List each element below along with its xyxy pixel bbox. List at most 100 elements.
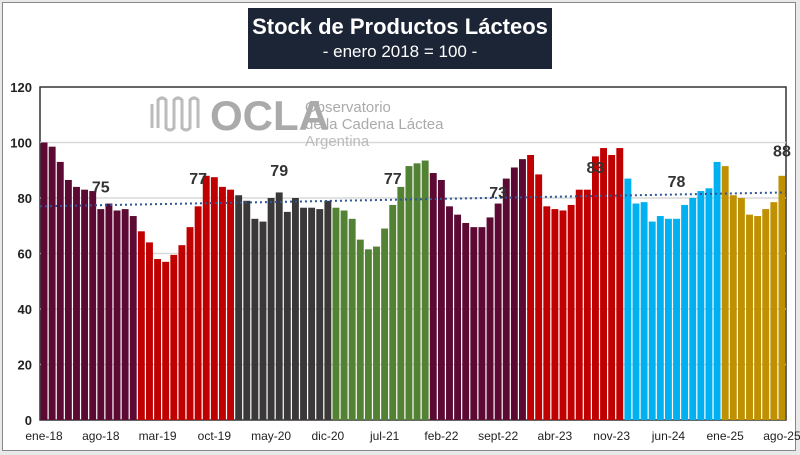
bar-2023-11 <box>608 154 616 421</box>
bar-2021-4 <box>356 239 364 420</box>
data-label: 79 <box>270 163 288 180</box>
watermark-line1: Observatorio <box>305 99 391 116</box>
y-tick-label: 20 <box>18 358 32 373</box>
bar-2024-11 <box>705 188 713 420</box>
x-tick-label: ene-25 <box>706 429 744 443</box>
bar-2021-1 <box>332 207 340 420</box>
watermark-ocla: OCLA <box>210 92 329 139</box>
x-tick-label: jun-24 <box>651 429 686 443</box>
y-tick-label: 100 <box>10 136 32 151</box>
data-label: 78 <box>668 174 686 191</box>
bar-2025-4 <box>746 214 753 420</box>
bar-2019-7 <box>186 227 194 420</box>
bar-2018-5 <box>73 186 80 420</box>
bar-2025-7 <box>770 202 778 420</box>
bar-2021-8 <box>389 204 397 420</box>
bar-2024-8 <box>681 204 689 420</box>
bar-2022-5 <box>462 222 470 420</box>
bar-2019-10 <box>210 177 218 420</box>
data-label: 77 <box>189 171 207 188</box>
bar-2024-2 <box>632 203 640 420</box>
bar-2023-10 <box>600 148 608 421</box>
bar-2021-6 <box>373 246 380 420</box>
bar-2018-2 <box>48 146 56 420</box>
bar-2020-6 <box>275 192 283 420</box>
bar-2019-8 <box>194 206 202 420</box>
bar-2023-7 <box>575 189 583 420</box>
bar-2024-1 <box>624 178 632 420</box>
bar-2023-4 <box>551 209 559 420</box>
bar-2021-10 <box>405 166 413 420</box>
bar-2020-2 <box>243 200 251 420</box>
x-tick-label: mar-19 <box>139 429 177 443</box>
x-tick-label: may-20 <box>251 429 291 443</box>
bar-2018-11 <box>121 209 129 420</box>
bar-2025-8 <box>778 175 786 420</box>
bar-2020-9 <box>300 207 307 420</box>
x-tick-label: nov-23 <box>593 429 630 443</box>
bar-2025-2 <box>729 195 737 420</box>
x-tick-label: ene-18 <box>25 429 63 443</box>
bar-2018-12 <box>129 216 137 420</box>
bar-2023-2 <box>535 174 543 420</box>
bar-2025-3 <box>737 198 745 420</box>
bar-2022-9 <box>494 203 502 420</box>
bar-2018-7 <box>89 191 97 420</box>
y-tick-label: 80 <box>18 191 32 206</box>
x-tick-label: feb-22 <box>424 429 458 443</box>
bar-2018-9 <box>105 203 113 420</box>
bar-2018-8 <box>97 209 105 420</box>
bar-2018-10 <box>113 210 121 420</box>
x-tick-label: dic-20 <box>312 429 345 443</box>
bar-2022-10 <box>502 178 510 420</box>
bar-2022-2 <box>437 179 445 420</box>
bar-2022-3 <box>446 206 453 420</box>
bar-2019-1 <box>137 231 145 420</box>
bar-2024-5 <box>656 216 664 420</box>
chart-title: Stock de Productos Lácteos <box>252 14 548 39</box>
bar-2019-5 <box>170 254 178 420</box>
x-tick-label: oct-19 <box>198 429 232 443</box>
y-tick-label: 0 <box>25 413 32 428</box>
bar-2019-2 <box>146 242 153 420</box>
y-tick-label: 40 <box>18 302 32 317</box>
bar-2021-11 <box>413 163 421 420</box>
bar-2023-3 <box>543 206 551 420</box>
bar-2022-1 <box>429 173 437 420</box>
x-tick-label: ago-18 <box>82 429 120 443</box>
bar-2021-12 <box>421 160 429 420</box>
bar-2019-4 <box>162 261 170 420</box>
bar-2020-3 <box>251 218 259 420</box>
bar-2024-7 <box>673 218 680 420</box>
bar-2019-6 <box>178 245 186 420</box>
x-tick-label: jul-21 <box>369 429 400 443</box>
bar-2025-6 <box>762 209 770 420</box>
data-label: 73 <box>489 185 507 202</box>
bar-2021-3 <box>348 218 356 420</box>
data-label: 75 <box>92 179 110 196</box>
bar-2018-1 <box>40 142 48 420</box>
x-tick-label: abr-23 <box>538 429 573 443</box>
bar-2021-9 <box>397 186 405 420</box>
bar-2023-6 <box>567 204 575 420</box>
bar-2023-1 <box>527 154 535 421</box>
bar-2020-1 <box>235 195 243 420</box>
bar-2022-8 <box>486 217 494 420</box>
bar-2018-4 <box>64 179 72 420</box>
bar-2020-5 <box>267 198 275 420</box>
bar-2024-6 <box>664 218 672 420</box>
x-tick-label: ago-25 <box>763 429 800 443</box>
bar-2020-8 <box>291 198 299 420</box>
bar-2022-7 <box>478 227 486 420</box>
bar-2020-4 <box>259 221 267 420</box>
bar-2019-12 <box>227 189 235 420</box>
watermark-line3: Argentina <box>305 133 370 150</box>
bar-2019-9 <box>202 175 210 420</box>
bar-2024-4 <box>648 221 656 420</box>
watermark-line2: de la Cadena Láctea <box>305 116 444 133</box>
bar-2025-1 <box>721 166 729 420</box>
y-tick-label: 120 <box>10 80 32 95</box>
bar-2024-9 <box>689 198 697 420</box>
bar-2018-3 <box>56 161 64 421</box>
